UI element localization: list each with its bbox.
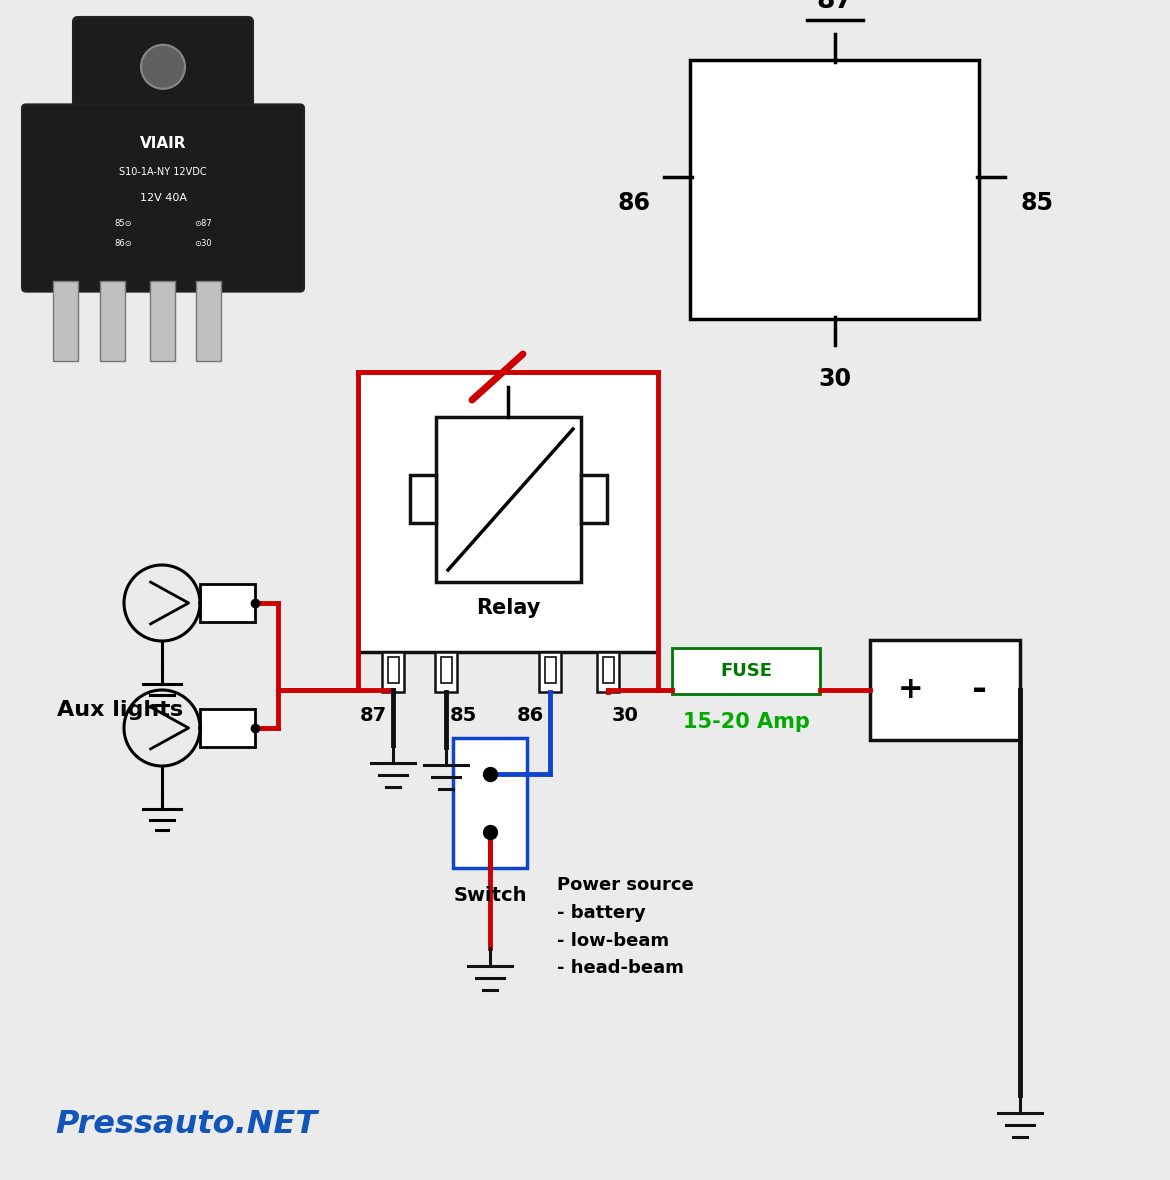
Bar: [99, 281, 125, 361]
FancyBboxPatch shape: [73, 17, 253, 123]
Bar: [453, 738, 526, 868]
Bar: [672, 648, 820, 694]
Text: S10-1A-NY 12VDC: S10-1A-NY 12VDC: [119, 168, 207, 177]
Text: Power source
- battery
- low-beam
- head-beam: Power source - battery - low-beam - head…: [557, 876, 694, 977]
Bar: [197, 281, 221, 361]
Bar: [436, 417, 581, 582]
Text: 85: 85: [450, 706, 477, 725]
Bar: [441, 657, 452, 683]
Text: 85: 85: [1020, 191, 1053, 215]
Text: 12V 40A: 12V 40A: [139, 194, 186, 203]
Text: Switch: Switch: [453, 886, 526, 905]
Text: 85⊙: 85⊙: [115, 219, 132, 229]
Bar: [435, 653, 457, 691]
Text: Pressauto.NET: Pressauto.NET: [55, 1109, 317, 1140]
Text: 87: 87: [817, 0, 853, 14]
Bar: [53, 281, 78, 361]
Bar: [381, 653, 404, 691]
Text: 87: 87: [360, 706, 387, 725]
Circle shape: [142, 45, 185, 88]
Bar: [539, 653, 560, 691]
Text: 30: 30: [612, 706, 639, 725]
Bar: [388, 657, 399, 683]
Bar: [150, 281, 175, 361]
Bar: [200, 584, 255, 622]
FancyBboxPatch shape: [22, 104, 304, 291]
Bar: [597, 653, 619, 691]
Text: 30: 30: [818, 367, 851, 391]
Text: 86⊙: 86⊙: [115, 240, 132, 249]
Bar: [603, 657, 614, 683]
Text: ⊙87: ⊙87: [194, 219, 212, 229]
Text: 86: 86: [517, 706, 544, 725]
Text: VIAIR: VIAIR: [139, 136, 186, 151]
Text: +: +: [897, 675, 923, 704]
Bar: [358, 372, 658, 653]
Text: 15-20 Amp: 15-20 Amp: [682, 712, 810, 732]
Bar: [200, 709, 255, 747]
Bar: [870, 640, 1020, 740]
Text: FUSE: FUSE: [720, 662, 772, 680]
FancyBboxPatch shape: [690, 60, 979, 319]
Text: Aux lights: Aux lights: [57, 700, 183, 720]
Text: -: -: [972, 673, 987, 707]
Bar: [581, 476, 607, 523]
Text: ⊙30: ⊙30: [194, 240, 212, 249]
Bar: [545, 657, 556, 683]
Bar: [410, 476, 436, 523]
Text: 86: 86: [618, 191, 651, 215]
Text: Relay: Relay: [476, 598, 541, 618]
